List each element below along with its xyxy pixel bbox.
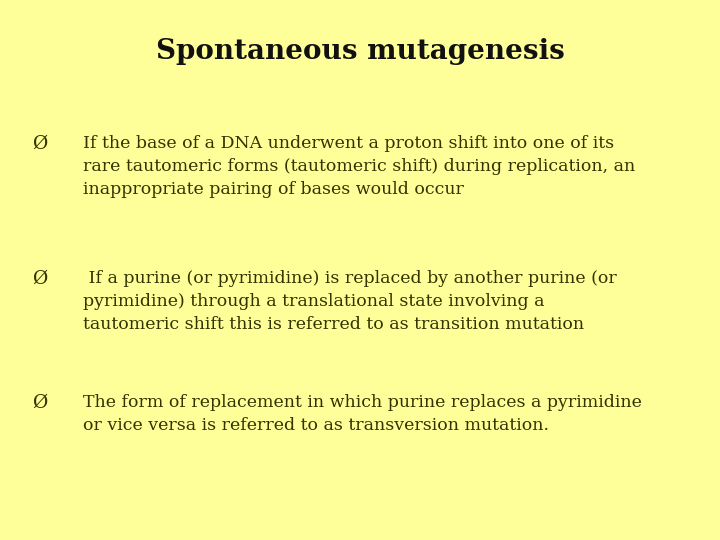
- Text: Ø: Ø: [32, 270, 48, 288]
- Text: Spontaneous mutagenesis: Spontaneous mutagenesis: [156, 38, 564, 65]
- Text: The form of replacement in which purine replaces a pyrimidine
or vice versa is r: The form of replacement in which purine …: [83, 394, 642, 434]
- Text: If the base of a DNA underwent a proton shift into one of its
rare tautomeric fo: If the base of a DNA underwent a proton …: [83, 135, 635, 198]
- Text: If a purine (or pyrimidine) is replaced by another purine (or
pyrimidine) throug: If a purine (or pyrimidine) is replaced …: [83, 270, 616, 333]
- Text: Ø: Ø: [32, 394, 48, 412]
- Text: Ø: Ø: [32, 135, 48, 153]
